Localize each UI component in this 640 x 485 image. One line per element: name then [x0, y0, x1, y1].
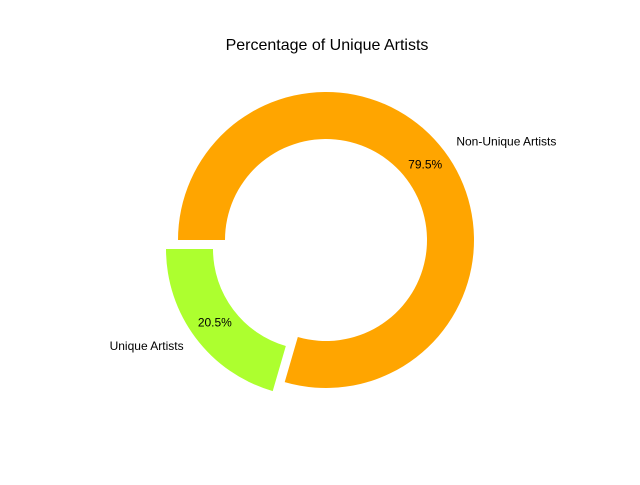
slice-unique-artists	[166, 249, 286, 392]
labels-layer: Unique Artists 20.5% Non-Unique Artists 79.…	[110, 134, 557, 353]
slice-label-non-unique-artists: Non-Unique Artists	[456, 134, 556, 148]
slice-non-unique-artists	[178, 92, 475, 389]
chart-title: Percentage of Unique Artists	[226, 37, 429, 54]
pct-label-unique-artists: 20.5%	[198, 316, 232, 330]
slice-label-unique-artists: Unique Artists	[110, 339, 184, 353]
pct-label-non-unique-artists: 79.5%	[408, 158, 442, 172]
slices-layer	[166, 92, 475, 392]
